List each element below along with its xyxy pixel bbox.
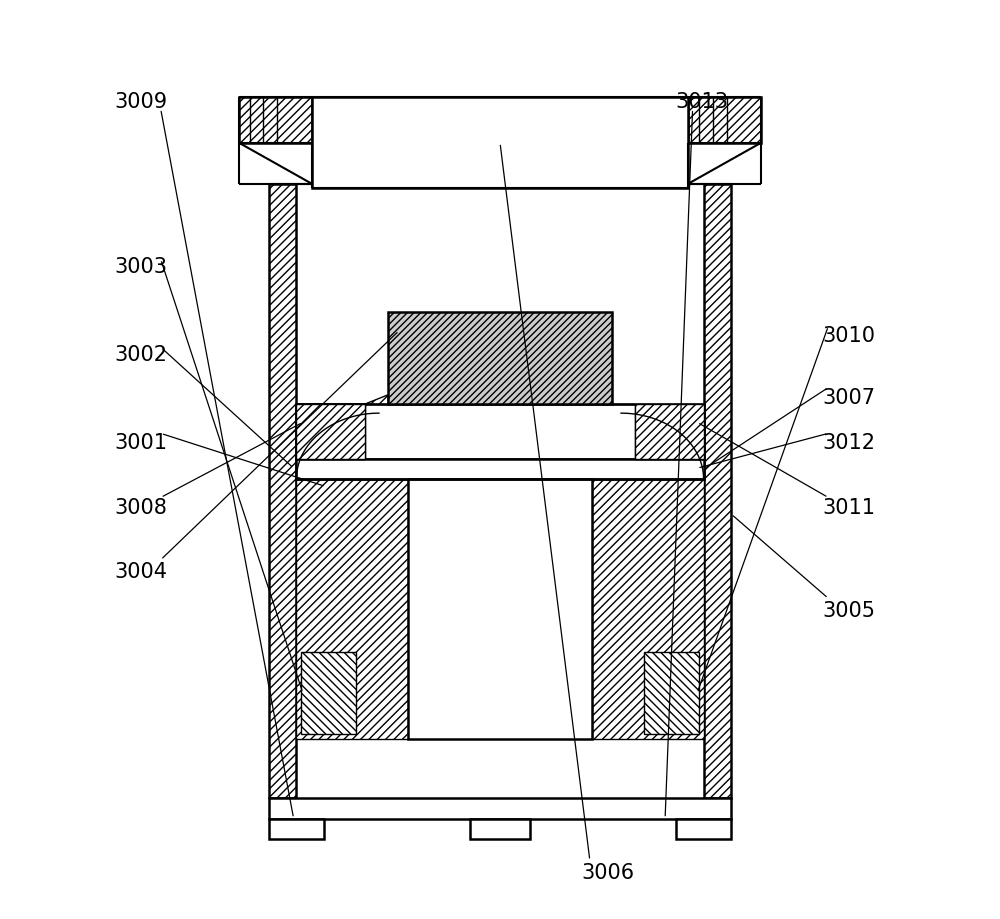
Polygon shape bbox=[296, 395, 388, 404]
Bar bbox=[301, 652, 356, 734]
Text: 3005: 3005 bbox=[822, 601, 875, 620]
Text: 3006: 3006 bbox=[582, 862, 635, 882]
Polygon shape bbox=[296, 480, 408, 739]
Text: 3011: 3011 bbox=[822, 497, 875, 517]
Text: 3002: 3002 bbox=[114, 344, 167, 364]
Bar bbox=[269, 185, 296, 799]
Text: 3004: 3004 bbox=[114, 562, 167, 582]
Bar bbox=[388, 312, 612, 404]
Bar bbox=[269, 819, 324, 839]
Text: 3013: 3013 bbox=[675, 92, 728, 112]
Polygon shape bbox=[296, 480, 408, 593]
Bar bbox=[704, 185, 731, 799]
Text: 3003: 3003 bbox=[114, 257, 167, 278]
Bar bbox=[688, 97, 761, 143]
Text: 3009: 3009 bbox=[114, 92, 167, 112]
Bar bbox=[635, 404, 704, 460]
Bar bbox=[470, 819, 530, 839]
Bar bbox=[644, 652, 699, 734]
Bar bbox=[408, 480, 592, 739]
Text: 3010: 3010 bbox=[822, 326, 875, 346]
Polygon shape bbox=[296, 404, 388, 460]
Polygon shape bbox=[612, 404, 704, 460]
Bar bbox=[239, 97, 312, 143]
Bar bbox=[269, 799, 731, 819]
Bar bbox=[296, 404, 704, 460]
Bar bbox=[296, 460, 704, 480]
Text: 3012: 3012 bbox=[822, 433, 875, 453]
Bar bbox=[676, 819, 731, 839]
Bar bbox=[312, 97, 688, 189]
Text: 3001: 3001 bbox=[114, 433, 167, 453]
Bar bbox=[296, 404, 365, 460]
Polygon shape bbox=[592, 480, 704, 739]
Text: 3007: 3007 bbox=[822, 387, 875, 407]
Text: 3008: 3008 bbox=[114, 497, 167, 517]
